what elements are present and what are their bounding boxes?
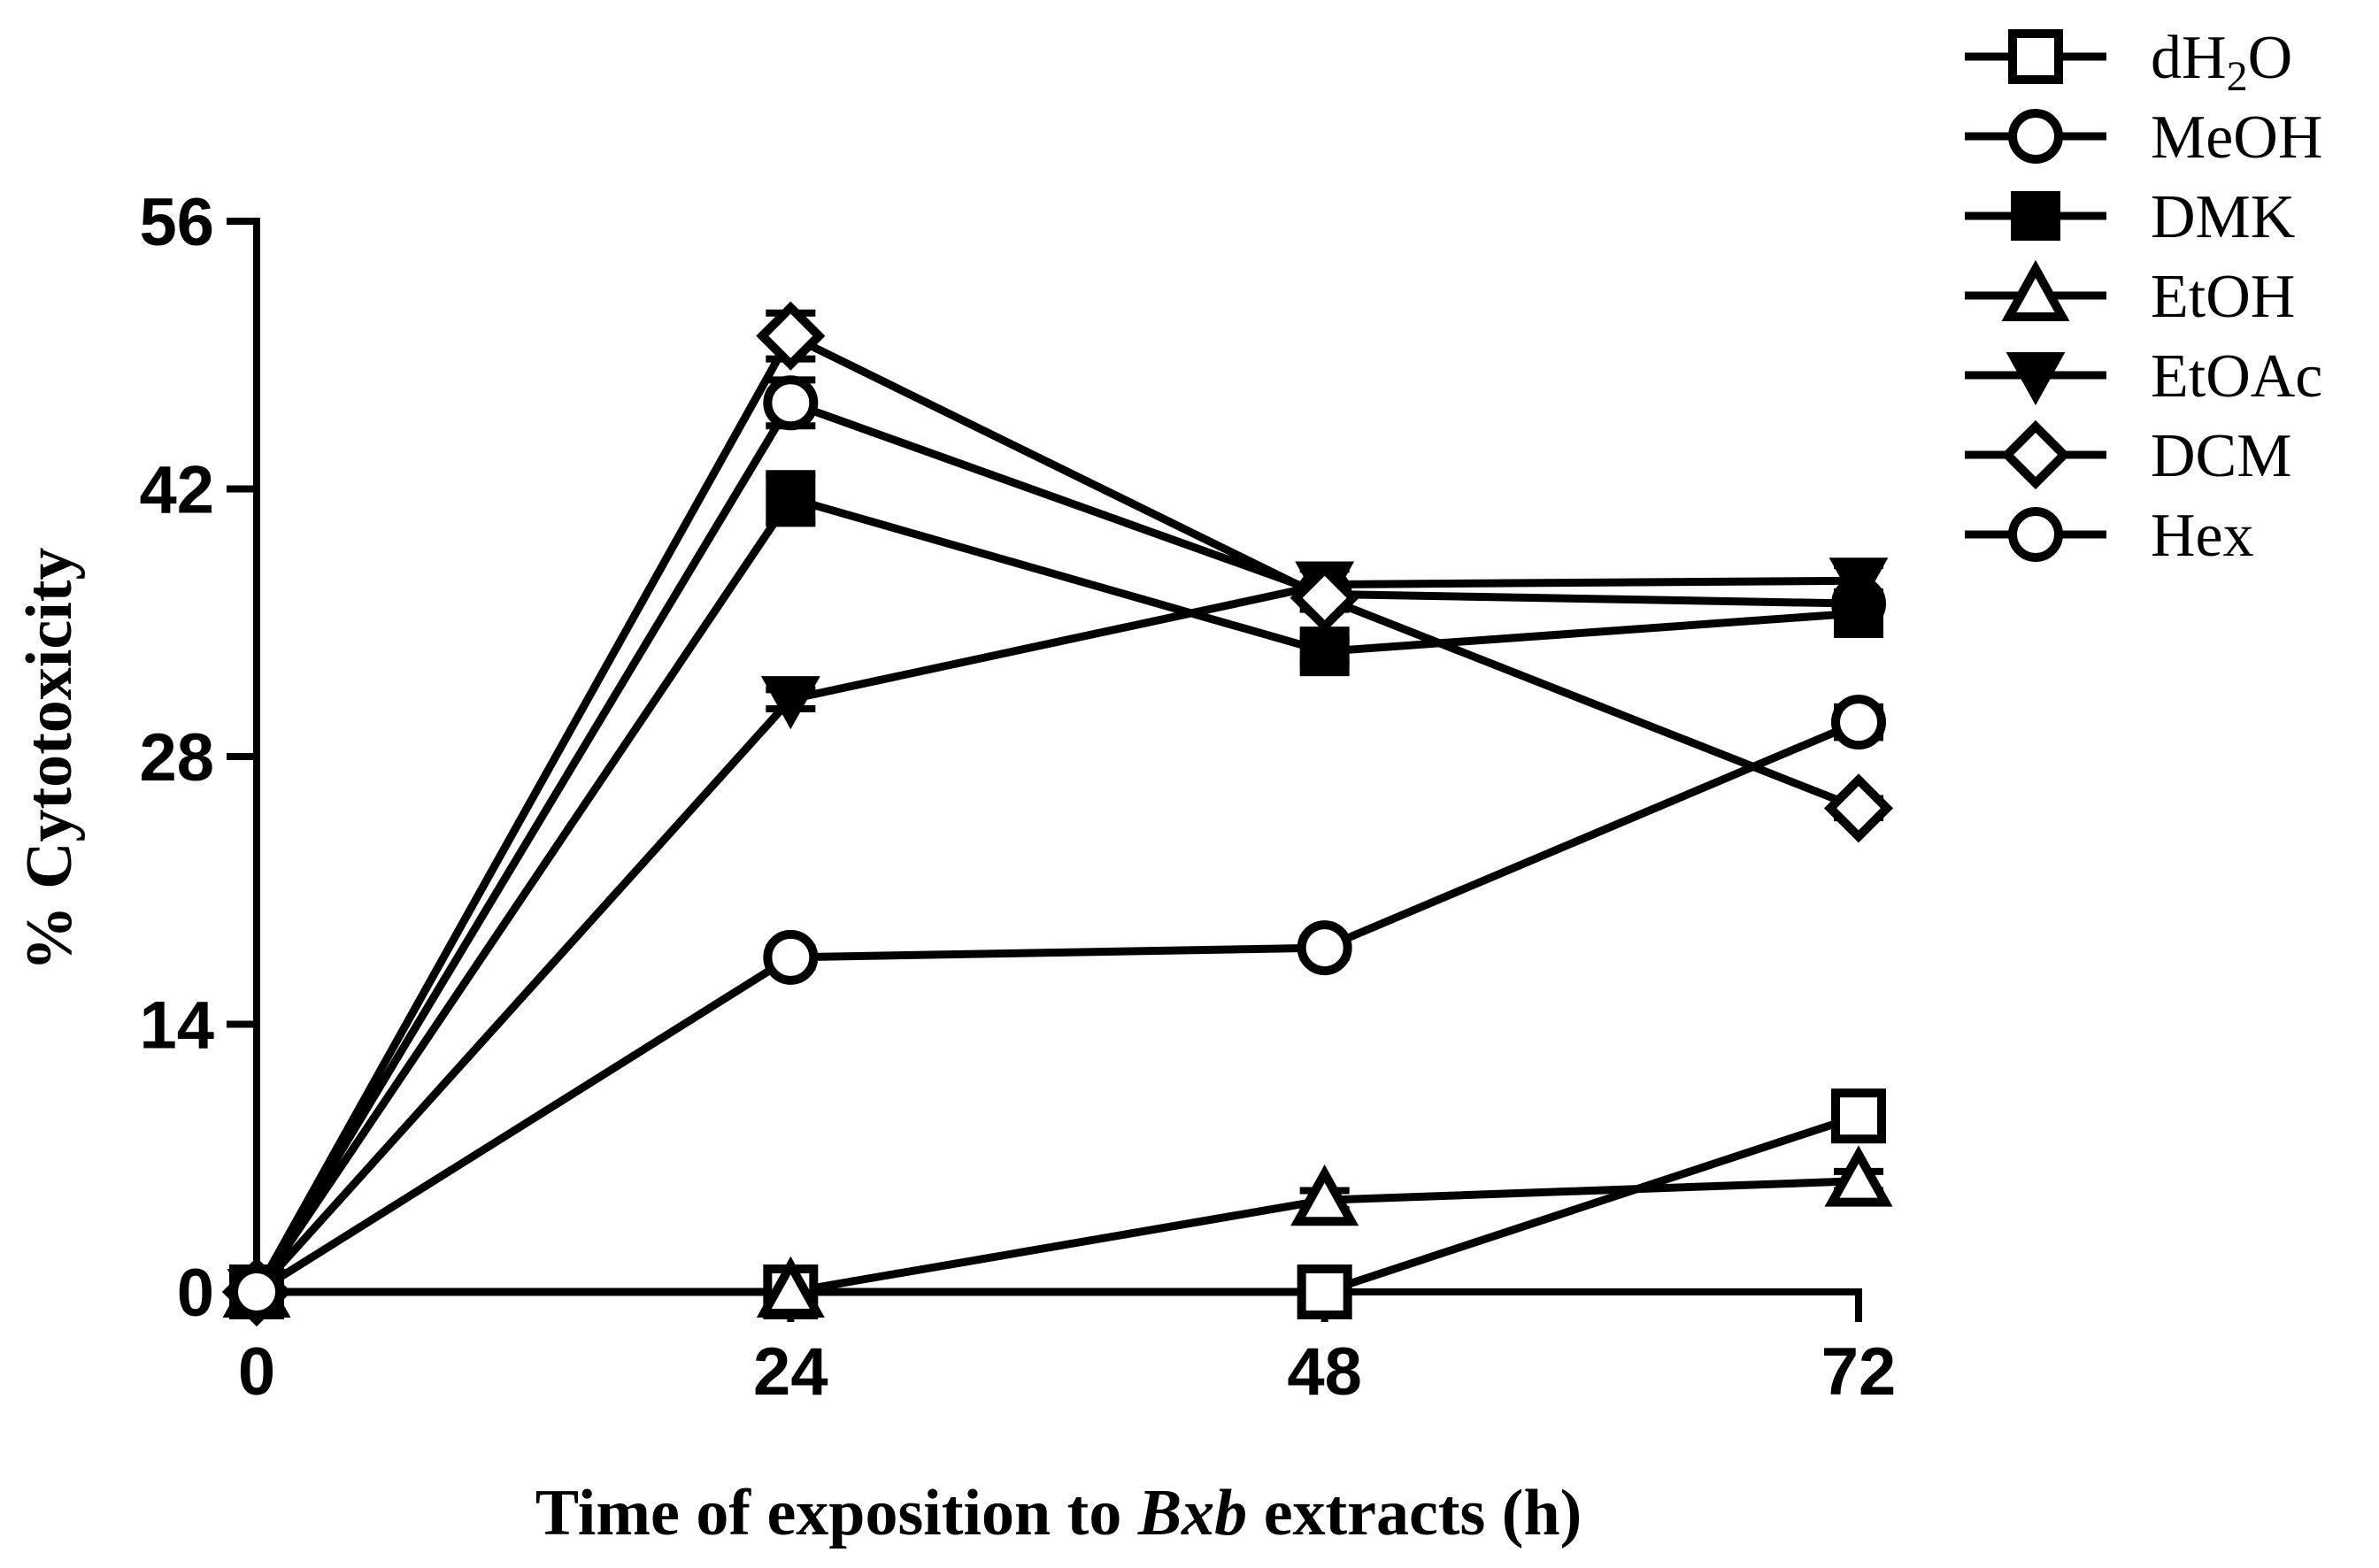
legend-marker-dmk <box>2011 191 2060 241</box>
series-line-etoac <box>253 576 1859 1295</box>
x-tick-label: 48 <box>1287 1334 1362 1410</box>
data-point-hex <box>1297 920 1352 976</box>
data-point-hex <box>763 929 819 985</box>
legend-label-etoac: EtOAc <box>2151 342 2322 411</box>
data-point-etoh <box>1290 1164 1359 1226</box>
series-lines <box>253 332 1860 1296</box>
error-bars <box>766 309 1883 1214</box>
data-point-dcm <box>1823 773 1894 843</box>
data-point-dcm <box>756 301 826 371</box>
legend-label-hex: Hex <box>2151 502 2254 570</box>
data-point-meoh <box>763 375 819 431</box>
data-point-etoh <box>756 1256 825 1318</box>
data-point-dh2o <box>1831 1088 1886 1144</box>
x-tick-label: 24 <box>753 1334 828 1410</box>
y-tick-label: 14 <box>139 988 214 1064</box>
legend-item-etoac: EtOAc <box>1965 342 2322 411</box>
data-point-hex <box>1831 695 1886 750</box>
y-axis-title: % Cytotoxicity <box>13 548 86 972</box>
y-tick-label: 42 <box>139 453 214 528</box>
y-tick-label: 28 <box>139 720 214 796</box>
data-point-etoac <box>1829 557 1889 611</box>
data-point-etoh <box>1824 1145 1893 1207</box>
series-line-hex <box>254 718 1860 1295</box>
legend-marker-etoac <box>2006 352 2066 406</box>
legend-label-etoh: EtOH <box>2151 263 2295 331</box>
legend-marker-meoh <box>2008 109 2063 164</box>
x-tick-label: 72 <box>1821 1334 1897 1410</box>
legend-label-meoh: MeOH <box>2151 104 2322 172</box>
legend-label-dcm: DCM <box>2151 422 2291 490</box>
data-point-dh2o <box>1297 1264 1352 1319</box>
legend-marker-dcm <box>2000 419 2071 490</box>
axes: 0 24 48 72 0 14 28 42 56 <box>139 185 1896 1410</box>
legend-label-dmk: DMK <box>2151 183 2295 251</box>
legend-item-dh2o: dH2O <box>1965 24 2292 100</box>
data-point-dmk <box>766 473 816 524</box>
data-points <box>221 301 1894 1327</box>
series-line-dcm <box>253 332 1860 1295</box>
legend-item-meoh: MeOH <box>1965 104 2322 172</box>
legend-item-dmk: DMK <box>1965 183 2295 251</box>
y-tick-label: 56 <box>139 185 214 260</box>
data-point-hex <box>229 1264 284 1319</box>
legend-marker-hex <box>2008 507 2063 562</box>
legend-label-dh2o: dH2O <box>2151 24 2292 100</box>
legend-item-etoh: EtOH <box>1965 259 2295 331</box>
y-tick-label: 0 <box>177 1256 214 1331</box>
legend-item-hex: Hex <box>1965 502 2254 570</box>
legend-marker-dh2o <box>2008 29 2063 84</box>
data-point-dcm <box>1290 563 1359 633</box>
data-point-etoac <box>760 676 820 730</box>
series-line-etoh <box>257 1177 1859 1296</box>
series-line-meoh <box>253 398 1859 1295</box>
legend-item-dcm: DCM <box>1965 419 2291 490</box>
legend-marker-etoh <box>2001 259 2070 321</box>
series-line-dmk <box>253 494 1859 1295</box>
x-tick-label: 0 <box>238 1334 275 1410</box>
x-axis-title: Time of exposition to Bxb extracts (h) <box>535 1477 1582 1549</box>
data-point-dmk <box>1299 626 1350 677</box>
